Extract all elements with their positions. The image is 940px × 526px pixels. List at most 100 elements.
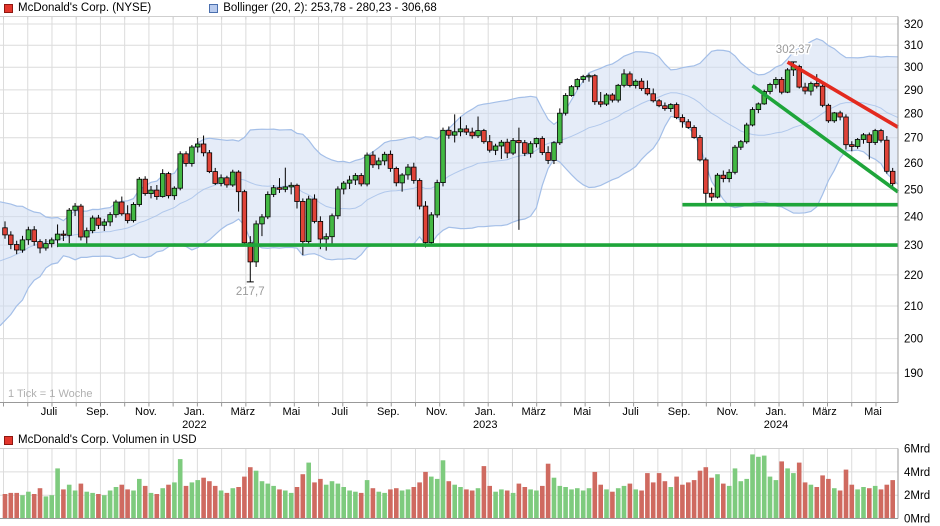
candle-down bbox=[545, 152, 551, 161]
candle-down bbox=[703, 159, 709, 194]
volume-bar-down bbox=[14, 492, 19, 519]
volume-bar-down bbox=[242, 476, 247, 519]
candle-down bbox=[95, 217, 102, 226]
month-axis-label: Juli bbox=[332, 406, 349, 418]
candle-down bbox=[387, 153, 394, 169]
price-axis-label: 320 bbox=[904, 19, 923, 31]
candle-up bbox=[732, 146, 738, 173]
volume-bar-down bbox=[277, 489, 282, 519]
volume-bar-down bbox=[820, 475, 825, 519]
candle-up bbox=[177, 153, 183, 189]
candle-up bbox=[376, 160, 382, 166]
candle-down bbox=[825, 104, 832, 122]
candle-down bbox=[884, 139, 890, 172]
volume-bar-down bbox=[318, 478, 323, 519]
candle-down bbox=[183, 153, 189, 164]
volume-axis-label: 4Mrd bbox=[904, 467, 930, 479]
candle-up bbox=[492, 145, 499, 151]
volume-bar-up bbox=[306, 462, 311, 519]
volume-bar-up bbox=[84, 491, 90, 519]
candle-down bbox=[235, 171, 242, 193]
candle-down bbox=[60, 233, 67, 236]
candle-up bbox=[767, 84, 773, 92]
candle-down bbox=[154, 189, 160, 198]
volume-bar-down bbox=[212, 485, 218, 519]
volume-bar-down bbox=[680, 484, 685, 519]
volume-bar-up bbox=[353, 491, 358, 519]
candle-up bbox=[854, 139, 861, 147]
volume-bar-down bbox=[183, 485, 189, 519]
candlestick-layer bbox=[2, 61, 896, 283]
volume-bar-up bbox=[615, 488, 621, 519]
year-axis-label: 2024 bbox=[764, 419, 788, 431]
candle-up bbox=[43, 243, 49, 249]
candle-up bbox=[218, 177, 224, 184]
candle-up bbox=[159, 173, 166, 197]
price-axis-label: 270 bbox=[904, 133, 923, 145]
candle-up bbox=[451, 131, 458, 136]
candle-up bbox=[72, 205, 78, 211]
volume-bar-down bbox=[446, 481, 452, 519]
year-axis-label: 2023 bbox=[473, 419, 497, 431]
volume-bar-up bbox=[785, 468, 790, 519]
candle-down bbox=[708, 192, 715, 198]
price-axis-label: 210 bbox=[904, 301, 923, 313]
price-axis-label: 200 bbox=[904, 334, 923, 346]
candle-down bbox=[142, 178, 148, 194]
volume-bar-down bbox=[166, 484, 171, 519]
price-axis-label: 250 bbox=[904, 184, 923, 196]
candle-up bbox=[194, 143, 201, 148]
candle-down bbox=[78, 205, 84, 238]
volume-bar-up bbox=[534, 490, 539, 519]
volume-bar-up bbox=[90, 492, 95, 519]
month-axis-label: Nov. bbox=[426, 406, 448, 418]
price-annotation: 217,7 bbox=[236, 286, 265, 298]
volume-bar-up bbox=[195, 480, 200, 519]
candle-down bbox=[685, 121, 691, 128]
volume-bar-up bbox=[283, 490, 288, 519]
volume-bar-down bbox=[423, 471, 428, 519]
month-axis-label: Nov. bbox=[717, 406, 739, 418]
candle-up bbox=[557, 112, 563, 144]
drawn-lines-layer[interactable] bbox=[57, 60, 899, 247]
legend-item-volume-series: McDonald's Corp. Volumen in USD bbox=[4, 434, 197, 446]
candle-up bbox=[19, 239, 26, 251]
candle-up bbox=[428, 214, 434, 243]
volume-bar-up bbox=[756, 456, 761, 519]
volume-bar-up bbox=[475, 488, 481, 519]
candle-down bbox=[662, 105, 668, 110]
volume-bar-up bbox=[137, 478, 142, 519]
volume-bar-down bbox=[487, 485, 492, 519]
volume-bar-down bbox=[802, 482, 808, 519]
candle-down bbox=[720, 174, 726, 179]
volume-bar-down bbox=[248, 467, 253, 519]
candle-down bbox=[819, 85, 826, 106]
volume-bar-up bbox=[575, 488, 580, 519]
volume-bar-down bbox=[674, 476, 679, 519]
volume-bar-up bbox=[259, 481, 265, 519]
candle-down bbox=[446, 129, 452, 136]
volume-bar-up bbox=[113, 487, 119, 519]
volume-bar-up bbox=[767, 476, 773, 519]
red-trend-line bbox=[786, 60, 899, 129]
volume-bar-up bbox=[102, 495, 107, 519]
volume-bar-down bbox=[656, 473, 662, 519]
volume-bar-up bbox=[434, 478, 440, 519]
volume-bar-up bbox=[832, 488, 837, 519]
volume-bar-down bbox=[207, 481, 212, 519]
volume-bar-down bbox=[592, 471, 598, 519]
candle-down bbox=[650, 93, 656, 102]
volume-bar-down bbox=[78, 483, 84, 519]
candle-down bbox=[311, 198, 318, 222]
candle-down bbox=[638, 80, 645, 89]
candle-up bbox=[755, 103, 762, 111]
volume-bar-down bbox=[125, 489, 130, 519]
candle-up bbox=[633, 80, 639, 86]
candle-down bbox=[124, 213, 131, 221]
volume-bar-up bbox=[586, 488, 592, 519]
candle-up bbox=[831, 112, 837, 122]
candle-up bbox=[136, 178, 142, 205]
candle-down bbox=[656, 100, 662, 107]
